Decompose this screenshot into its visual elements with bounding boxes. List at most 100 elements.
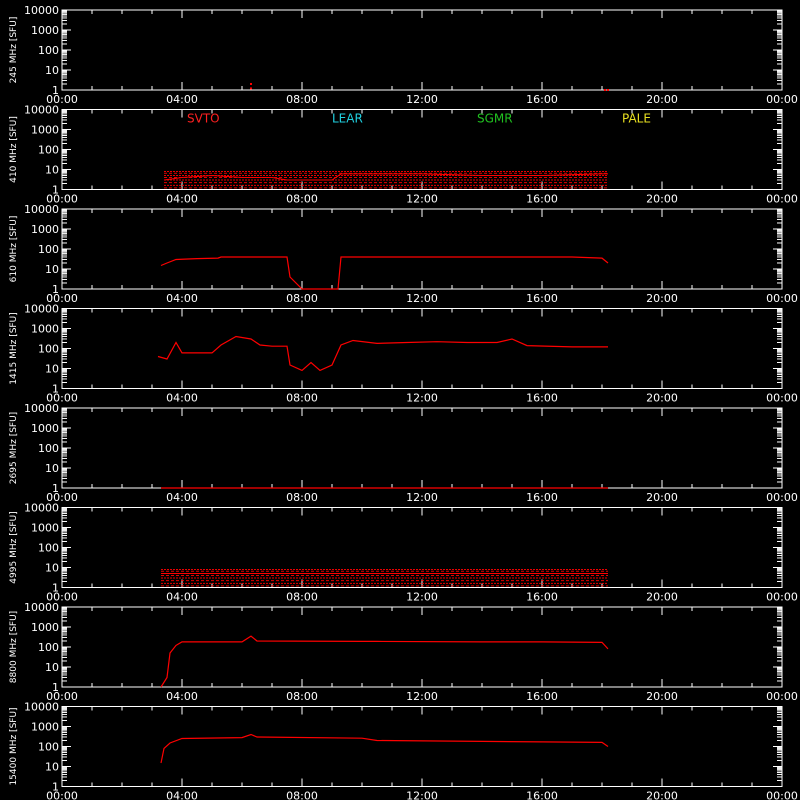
x-tick-label: 16:00 <box>526 292 558 305</box>
y-tick-label: 1000 <box>31 522 59 535</box>
y-tick-label: 10 <box>45 164 59 177</box>
y-tick-label: 1000 <box>31 124 59 137</box>
x-tick-label: 04:00 <box>166 292 198 305</box>
y-tick-label: 1 <box>52 482 59 495</box>
x-tick-label: 08:00 <box>286 690 318 703</box>
panel-0: 1 10 100 1000 10000 245 MHz [SFU] 00:00 04:00 08… <box>9 4 798 106</box>
x-tick-label: 04:00 <box>166 491 198 504</box>
y-tick-label: 10 <box>45 462 59 475</box>
x-tick-label: 00:00 <box>766 591 798 604</box>
y-tick-label: 1 <box>52 582 59 595</box>
y-tick-label: 1000 <box>31 24 59 37</box>
data-point <box>250 87 252 90</box>
y-axis-label: 410 MHz [SFU] <box>9 116 19 183</box>
panel-7: 1 10 100 1000 10000 15400 MHz [SFU] 00:00 04:00… <box>9 701 798 800</box>
y-tick-label: 1000 <box>31 223 59 236</box>
y-tick-label: 1000 <box>31 323 59 336</box>
x-tick-label: 00:00 <box>46 790 78 800</box>
y-tick-label: 100 <box>38 144 59 157</box>
x-tick-label: 12:00 <box>406 93 438 106</box>
x-tick-label: 04:00 <box>166 193 198 206</box>
y-tick-label: 10000 <box>24 303 59 316</box>
y-tick-label: 1 <box>52 84 59 97</box>
y-axis-label: 15400 MHz [SFU] <box>9 707 19 785</box>
x-tick-label: 16:00 <box>526 790 558 800</box>
y-tick-label: 1000 <box>31 721 59 734</box>
y-tick-label: 10000 <box>24 701 59 714</box>
x-tick-label: 12:00 <box>406 193 438 206</box>
panel-2: 1 10 100 1000 10000 610 MHz [SFU] 00:00 04:00 08… <box>9 203 798 305</box>
y-tick-label: 100 <box>38 343 59 356</box>
x-tick-label: 00:00 <box>46 491 78 504</box>
x-tick-label: 16:00 <box>526 392 558 405</box>
y-tick-label: 10000 <box>24 4 59 17</box>
x-tick-label: 12:00 <box>406 591 438 604</box>
x-tick-label: 00:00 <box>766 790 798 800</box>
data-point <box>607 89 609 91</box>
y-tick-label: 1 <box>52 781 59 794</box>
y-tick-label: 1000 <box>31 422 59 435</box>
x-tick-label: 00:00 <box>46 193 78 206</box>
y-tick-label: 10 <box>45 562 59 575</box>
panels-group: 1 10 100 1000 10000 245 MHz [SFU] 00:00 04:00 08… <box>9 4 798 800</box>
x-tick-label: 16:00 <box>526 690 558 703</box>
panel-1: 1 10 100 1000 10000 410 MHz [SFU] 00:00 04:00 08… <box>9 104 798 206</box>
x-tick-label: 16:00 <box>526 491 558 504</box>
x-tick-label: 16:00 <box>526 193 558 206</box>
y-axis-label: 610 MHz [SFU] <box>9 216 19 283</box>
y-tick-label: 10000 <box>24 502 59 515</box>
data-series <box>157 335 608 372</box>
x-tick-label: 08:00 <box>286 591 318 604</box>
y-tick-label: 100 <box>38 741 59 754</box>
x-tick-label: 12:00 <box>406 790 438 800</box>
station-label-sgmr: SGMR <box>477 112 513 126</box>
x-tick-label: 08:00 <box>286 193 318 206</box>
y-tick-label: 1000 <box>31 621 59 634</box>
x-tick-label: 08:00 <box>286 292 318 305</box>
x-tick-label: 20:00 <box>646 591 678 604</box>
y-tick-label: 100 <box>38 641 59 654</box>
x-tick-label: 20:00 <box>646 491 678 504</box>
y-tick-label: 10000 <box>24 104 59 117</box>
x-tick-label: 00:00 <box>766 491 798 504</box>
x-tick-label: 08:00 <box>286 790 318 800</box>
x-tick-label: 04:00 <box>166 93 198 106</box>
x-tick-label: 00:00 <box>766 93 798 106</box>
y-tick-label: 10 <box>45 761 59 774</box>
x-tick-label: 20:00 <box>646 690 678 703</box>
x-tick-label: 00:00 <box>46 292 78 305</box>
x-tick-label: 08:00 <box>286 392 318 405</box>
x-tick-label: 00:00 <box>46 591 78 604</box>
y-axis-label: 1415 MHz [SFU] <box>9 312 19 384</box>
y-tick-label: 10 <box>45 64 59 77</box>
y-tick-label: 100 <box>38 243 59 256</box>
station-label-lear: LEAR <box>332 112 363 126</box>
x-tick-label: 12:00 <box>406 491 438 504</box>
y-tick-label: 10000 <box>24 402 59 415</box>
station-label-svto: SVTO <box>187 112 220 126</box>
y-axis-label: 4995 MHz [SFU] <box>9 511 19 583</box>
x-tick-label: 12:00 <box>406 690 438 703</box>
data-point <box>250 82 252 85</box>
x-tick-label: 12:00 <box>406 292 438 305</box>
x-tick-label: 16:00 <box>526 93 558 106</box>
panel-6: 1 10 100 1000 10000 8800 MHz [SFU] 00:00 04:00 0… <box>9 601 798 703</box>
x-tick-label: 00:00 <box>766 690 798 703</box>
y-tick-label: 1 <box>52 184 59 197</box>
data-series <box>160 256 609 290</box>
data-series <box>160 733 609 764</box>
x-tick-label: 16:00 <box>526 591 558 604</box>
data-series <box>160 635 609 688</box>
x-tick-label: 04:00 <box>166 591 198 604</box>
panel-5: 1 10 100 1000 10000 4995 MHz [SFU] 00:00 04:00 0… <box>9 502 798 604</box>
x-tick-label: 04:00 <box>166 790 198 800</box>
y-axis-label: 245 MHz [SFU] <box>9 17 19 84</box>
x-tick-label: 00:00 <box>766 392 798 405</box>
x-tick-label: 04:00 <box>166 690 198 703</box>
x-tick-label: 20:00 <box>646 790 678 800</box>
x-tick-label: 12:00 <box>406 392 438 405</box>
x-tick-label: 08:00 <box>286 491 318 504</box>
x-tick-label: 08:00 <box>286 93 318 106</box>
